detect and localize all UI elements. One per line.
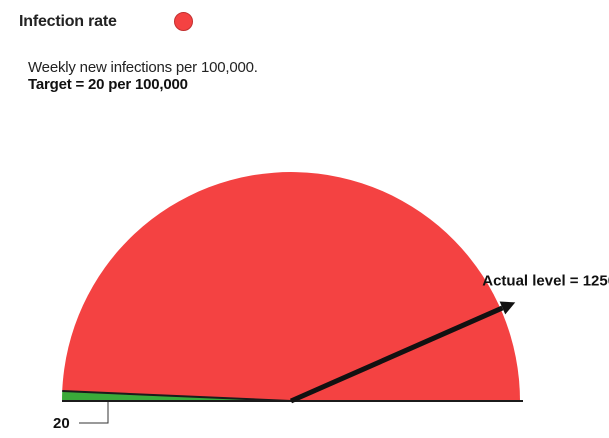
target-leader-line	[79, 402, 109, 424]
status-indicator-dot	[174, 12, 193, 31]
actual-level-label: Actual level = 1250	[482, 272, 609, 289]
gauge-segment-above-target	[62, 172, 520, 401]
needle-shaft	[289, 305, 504, 404]
chart-title: Infection rate	[19, 13, 117, 30]
needle-arrowhead	[499, 301, 516, 315]
target-boundary-line	[62, 390, 292, 402]
chart-subtitle: Weekly new infections per 100,000.	[28, 59, 258, 76]
target-statement: Target = 20 per 100,000	[28, 76, 188, 93]
target-value-label: 20	[53, 415, 70, 432]
